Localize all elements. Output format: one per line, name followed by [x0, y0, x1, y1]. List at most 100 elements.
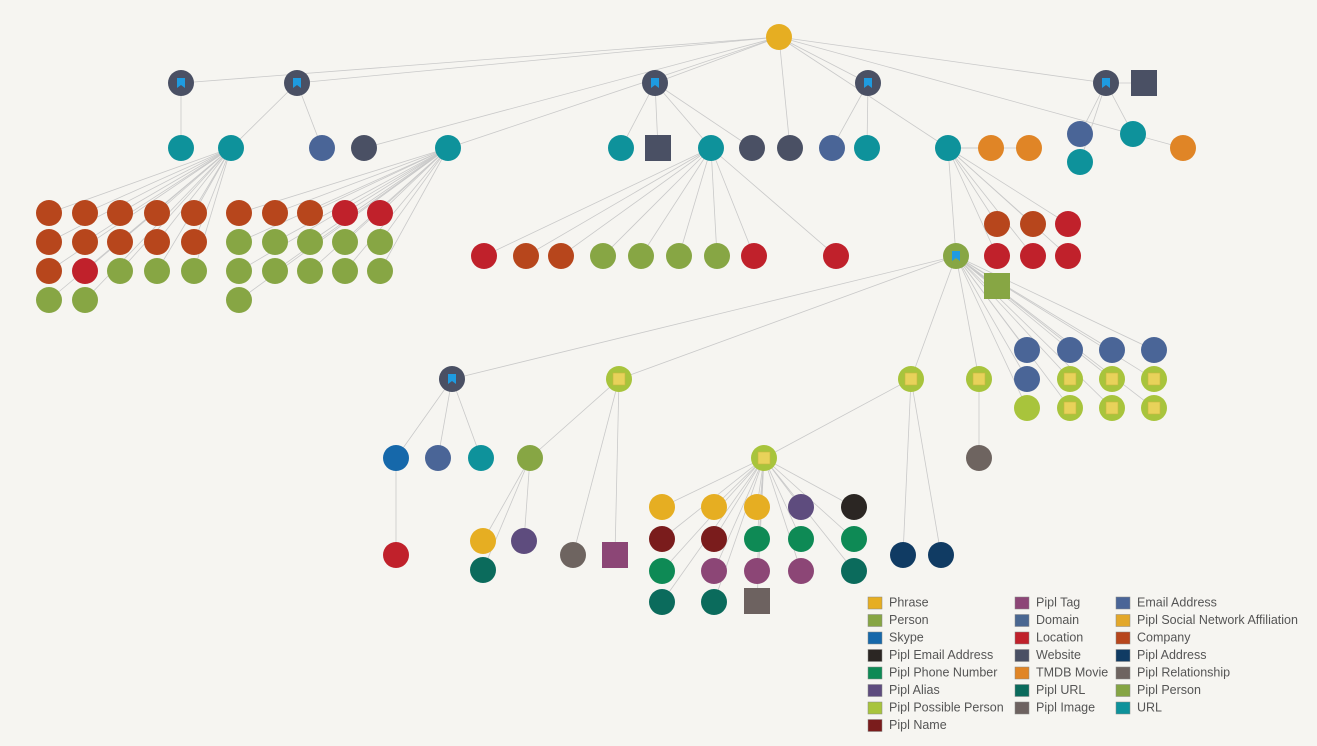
entity	[262, 200, 288, 226]
entity	[144, 200, 170, 226]
entity	[1020, 211, 1046, 237]
legend-swatch	[867, 596, 883, 610]
edge	[910, 255, 957, 380]
legend-swatch	[867, 719, 883, 732]
entity	[741, 243, 767, 269]
legend-label: Pipl Relationship	[1137, 665, 1230, 679]
legend-swatch	[867, 614, 883, 627]
bookmark-icon	[177, 78, 185, 88]
entity-icon	[904, 372, 918, 386]
legend-swatch	[867, 649, 883, 662]
edge	[678, 147, 712, 257]
edge	[437, 378, 453, 459]
edge	[763, 457, 802, 540]
entity	[226, 287, 252, 313]
entity	[701, 589, 727, 615]
entity	[788, 494, 814, 520]
edge	[230, 82, 298, 149]
legend-swatch	[1014, 649, 1030, 662]
entity	[766, 24, 792, 50]
entity	[181, 200, 207, 226]
legend-label: Pipl Address	[1137, 648, 1206, 662]
legend-swatch	[1014, 614, 1030, 627]
edge	[955, 255, 980, 380]
edge	[483, 147, 712, 257]
entity	[351, 135, 377, 161]
edge	[482, 457, 531, 542]
edge	[84, 147, 232, 243]
legend-swatch	[1014, 631, 1030, 645]
edge	[119, 147, 232, 272]
legend-label: Location	[1036, 630, 1083, 644]
entity	[262, 229, 288, 255]
entity-icon	[1105, 372, 1119, 386]
entity	[332, 229, 358, 255]
entity-square	[984, 273, 1010, 299]
entity	[107, 200, 133, 226]
bookmark-icon	[864, 78, 872, 88]
entity	[297, 200, 323, 226]
edge	[778, 36, 1107, 84]
edge	[955, 255, 1071, 380]
entity	[435, 135, 461, 161]
entity	[36, 229, 62, 255]
entity-icon	[612, 372, 626, 386]
entity	[649, 589, 675, 615]
entity	[226, 229, 252, 255]
legend-swatch	[867, 631, 883, 645]
entity	[36, 258, 62, 284]
entity	[560, 542, 586, 568]
edge	[710, 147, 837, 257]
edge	[955, 255, 1071, 351]
edge	[947, 147, 998, 225]
entity	[72, 258, 98, 284]
entity	[181, 229, 207, 255]
entity	[367, 258, 393, 284]
edge	[156, 147, 232, 243]
entity	[744, 494, 770, 520]
edge	[451, 255, 957, 380]
entity	[470, 528, 496, 554]
entity-icon	[972, 372, 986, 386]
entity	[935, 135, 961, 161]
entity	[1067, 149, 1093, 175]
entity	[168, 135, 194, 161]
entity	[1055, 243, 1081, 269]
edge	[713, 457, 765, 572]
edge	[238, 147, 449, 243]
entity	[704, 243, 730, 269]
entity	[332, 258, 358, 284]
edge	[955, 255, 1071, 409]
edge	[955, 255, 1155, 351]
edge	[344, 147, 449, 272]
entity	[966, 445, 992, 471]
entity	[701, 526, 727, 552]
entity	[1014, 395, 1040, 421]
entity	[218, 135, 244, 161]
edge	[763, 457, 802, 572]
entity	[649, 494, 675, 520]
legend-swatch	[1115, 666, 1131, 680]
legend-label: Skype	[889, 630, 924, 644]
legend-label: Pipl Tag	[1036, 595, 1080, 609]
entity	[666, 243, 692, 269]
entity	[470, 557, 496, 583]
entity	[367, 229, 393, 255]
entity-icon	[1063, 401, 1077, 415]
edge	[560, 147, 712, 257]
edge	[710, 147, 718, 257]
edge	[778, 36, 1184, 149]
entity	[698, 135, 724, 161]
legend-label: Company	[1137, 630, 1191, 644]
entity-icon	[1147, 372, 1161, 386]
legend-swatch	[1115, 631, 1131, 645]
entity	[1141, 337, 1167, 363]
entity	[744, 526, 770, 552]
edge	[710, 147, 755, 257]
entity	[72, 229, 98, 255]
entity	[819, 135, 845, 161]
legend-swatch	[1115, 596, 1131, 610]
edge	[119, 147, 232, 214]
edge	[529, 378, 620, 459]
